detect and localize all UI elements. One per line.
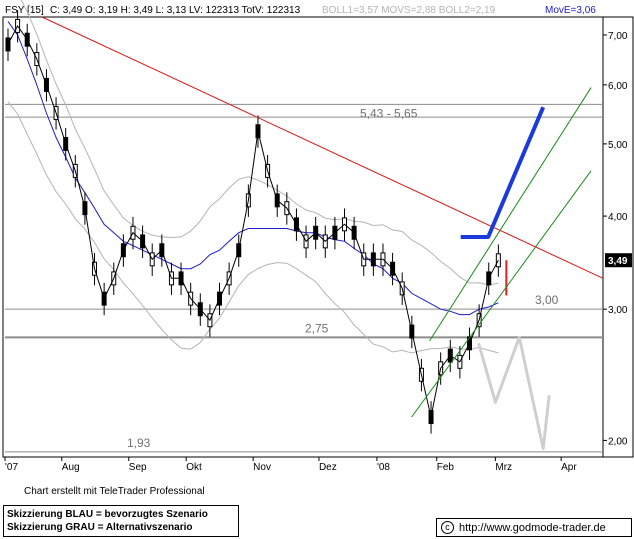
chart-credit: Chart erstellt mit TeleTrader Profession… bbox=[24, 486, 205, 497]
x-tick-label: Sep bbox=[129, 462, 147, 473]
x-tick-label: Dez bbox=[319, 462, 337, 473]
y-tick-label: 7,00 bbox=[608, 31, 628, 42]
x-tick-label: Feb bbox=[437, 462, 455, 473]
x-tick-label: '07 bbox=[5, 462, 18, 473]
chart-ticker: FSY [15] bbox=[5, 5, 44, 16]
last-price-label: 3,49 bbox=[608, 256, 628, 267]
level-label: 1,93 bbox=[127, 436, 151, 450]
level-label: 2,75 bbox=[305, 321, 329, 335]
source-url-box[interactable]: c http://www.godmode-trader.de bbox=[436, 518, 632, 537]
y-tick-label: 4,00 bbox=[608, 212, 628, 223]
bollinger-lower bbox=[7, 101, 499, 354]
level-label: 3,00 bbox=[535, 293, 559, 307]
price-line bbox=[7, 24, 499, 418]
x-tick-label: '08 bbox=[377, 462, 390, 473]
last-price-tag bbox=[605, 253, 632, 268]
copyright-icon: c bbox=[441, 521, 454, 534]
y-tick-label: 6,00 bbox=[608, 81, 628, 92]
scenario-legend: Skizzierung BLAU = bevorzugtes Szenario … bbox=[3, 505, 239, 537]
x-tick-label: Aug bbox=[62, 462, 80, 473]
x-tick-label: Apr bbox=[561, 462, 577, 473]
x-tick-label: Mrz bbox=[495, 462, 512, 473]
y-axis-panel bbox=[602, 16, 634, 458]
y-tick-label: 5,00 bbox=[608, 140, 628, 151]
scenario-blue-path bbox=[460, 106, 546, 239]
bollinger-label: BOLL1=3,57 MOVS=2,88 BOLL2=2,19 bbox=[322, 5, 496, 16]
source-url[interactable]: http://www.godmode-trader.de bbox=[459, 521, 606, 534]
y-tick-label: 2,00 bbox=[608, 436, 628, 447]
axis-layer: 2,00 3,00 4,00 5,00 6,00 7,00 3,49 '07 Aug Sep Okt… bbox=[4, 31, 632, 473]
price-candle bbox=[5, 37, 11, 52]
x-tick-label: Nov bbox=[253, 462, 271, 473]
move-label: MovE=3,06 bbox=[545, 5, 596, 16]
legend-blue: Skizzierung BLAU = bevorzugtes Szenario bbox=[7, 509, 208, 520]
bollinger-upper bbox=[20, 0, 499, 286]
x-tick-label: Okt bbox=[186, 462, 202, 473]
trendline-resistance bbox=[41, 16, 604, 279]
legend-grey: Skizzierung GRAU = Alternativszenario bbox=[7, 522, 193, 533]
scenario-grey-path bbox=[477, 335, 551, 451]
plot-frame bbox=[2, 16, 604, 458]
trendline-channel-lower bbox=[411, 170, 592, 418]
chart-stats: C: 3,49 O: 3,19 H: 3,49 L: 3,13 LV: 1223… bbox=[50, 5, 301, 16]
moving-average-line bbox=[7, 21, 499, 316]
level-label: 5,43 - 5,65 bbox=[360, 106, 418, 120]
plot-layer: 5,43 - 5,65 3,00 2,75 1,93 bbox=[5, 0, 604, 453]
trendline-channel-upper bbox=[429, 87, 592, 342]
y-tick-label: 3,00 bbox=[608, 305, 628, 316]
